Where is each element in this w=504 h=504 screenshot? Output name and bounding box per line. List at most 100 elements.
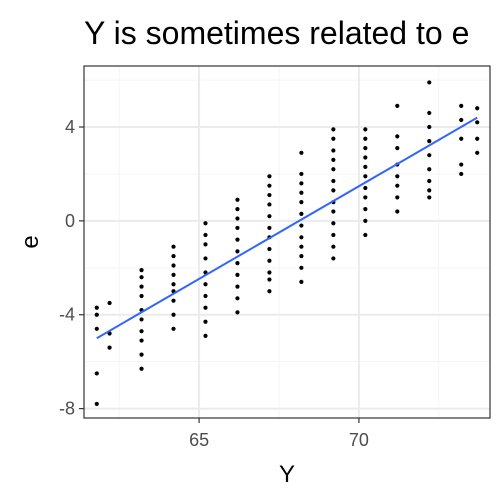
data-point [427, 178, 432, 184]
data-point [235, 216, 240, 221]
data-point [139, 275, 144, 280]
chart-title: Y is sometimes related to e [84, 15, 469, 51]
y-tick-label: -8 [59, 399, 75, 419]
data-point [203, 282, 208, 287]
data-point [171, 312, 176, 317]
data-point [107, 345, 112, 350]
data-point [94, 312, 99, 317]
data-point [363, 185, 368, 191]
data-point [171, 326, 176, 331]
data-point [203, 293, 208, 299]
data-point [267, 225, 272, 231]
data-point [139, 338, 144, 343]
data-point [427, 138, 432, 144]
data-point [203, 221, 208, 226]
data-point [395, 183, 400, 188]
data-point [299, 265, 304, 270]
data-point [267, 246, 272, 252]
data-point [299, 200, 304, 205]
data-point [171, 263, 176, 268]
data-point [331, 167, 336, 172]
data-point [331, 244, 336, 249]
y-axis-label: e [17, 235, 44, 248]
x-tick-label: 70 [349, 430, 369, 450]
data-point [363, 174, 368, 179]
data-point [395, 209, 400, 214]
data-point [427, 110, 432, 116]
data-point [459, 117, 464, 123]
fit-line-group [96, 116, 478, 340]
data-point [235, 272, 240, 277]
data-point [139, 317, 144, 322]
data-point [475, 150, 480, 155]
data-points [94, 80, 480, 407]
data-point [331, 127, 336, 132]
data-point [331, 256, 336, 261]
data-point [395, 146, 400, 151]
data-point [203, 232, 208, 238]
data-point [299, 190, 304, 195]
data-point [427, 195, 432, 200]
data-point [331, 136, 336, 141]
data-point [331, 188, 336, 193]
data-point [331, 148, 336, 153]
data-point [267, 202, 272, 207]
data-point [363, 232, 368, 238]
data-point [267, 192, 272, 198]
data-point [299, 223, 304, 228]
data-point [331, 221, 336, 226]
data-point [139, 366, 144, 371]
data-point [395, 103, 400, 108]
data-point [427, 167, 432, 172]
data-point [94, 371, 99, 376]
data-point [395, 174, 400, 179]
data-point [299, 235, 304, 240]
data-point [235, 284, 240, 289]
data-point [363, 164, 368, 170]
data-point [203, 242, 208, 247]
data-point [459, 162, 464, 167]
data-point [363, 155, 368, 160]
data-point [235, 249, 240, 254]
data-point [331, 209, 336, 214]
data-point [299, 244, 304, 249]
data-point [299, 150, 304, 155]
data-point [171, 298, 176, 303]
data-point [299, 253, 304, 259]
data-point [299, 211, 304, 216]
data-point [235, 197, 240, 202]
data-point [427, 124, 432, 130]
data-point [427, 153, 432, 158]
data-point [363, 127, 368, 132]
data-point [331, 178, 336, 184]
fit-line [96, 116, 478, 340]
data-point [427, 80, 432, 85]
data-point [139, 352, 144, 357]
y-tick-label: -4 [59, 305, 75, 325]
data-point [139, 284, 144, 289]
y-tick-label: 0 [65, 211, 75, 231]
data-point [475, 120, 480, 125]
data-point [363, 136, 368, 141]
data-point [267, 183, 272, 188]
data-point [267, 214, 272, 219]
data-point [459, 171, 464, 177]
data-point [363, 146, 368, 151]
data-point [331, 232, 336, 238]
data-point [139, 268, 144, 273]
data-point [267, 277, 272, 282]
data-point [427, 188, 432, 193]
data-point [363, 207, 368, 212]
data-point [395, 195, 400, 200]
data-point [267, 258, 272, 263]
data-point [459, 136, 464, 141]
data-point [203, 319, 208, 324]
data-point [139, 329, 144, 334]
x-tick-label: 65 [189, 430, 209, 450]
data-point [267, 270, 272, 275]
data-point [94, 326, 99, 331]
data-point [235, 261, 240, 266]
data-point [299, 181, 304, 186]
data-point [171, 244, 176, 249]
